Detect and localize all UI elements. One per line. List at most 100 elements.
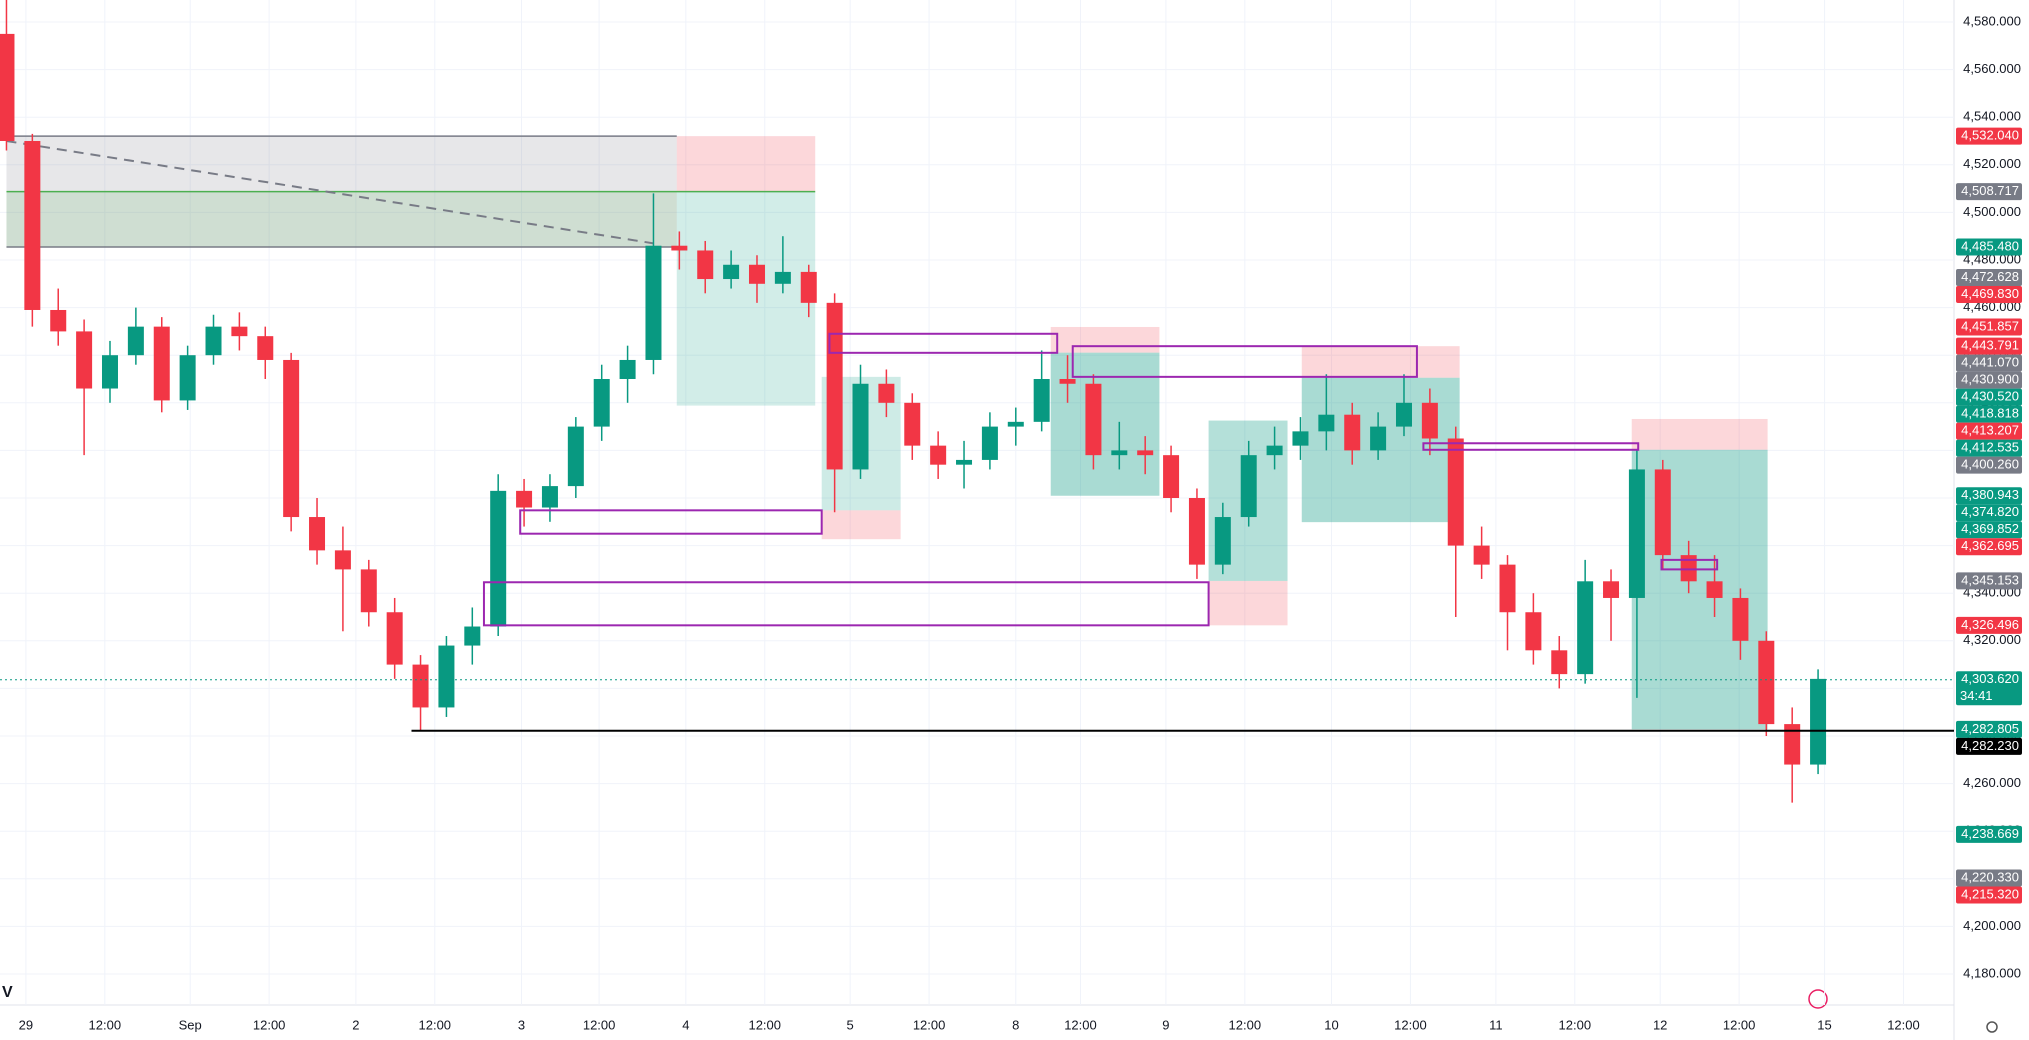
candle-body	[1395, 402, 1412, 427]
candle-body	[24, 141, 41, 310]
candle-body	[1447, 438, 1464, 546]
position-zone	[1301, 346, 1460, 378]
candle-body	[1007, 421, 1024, 427]
overlay	[0, 332, 1954, 732]
grid	[0, 0, 1954, 1005]
x-tick-label: 29	[19, 1017, 33, 1032]
price-label-box	[1956, 487, 2022, 505]
x-tick-label: 12:00	[1394, 1017, 1427, 1032]
countdown-label: 34:41	[1960, 688, 1993, 703]
candle-body	[1732, 597, 1749, 641]
price-label-box	[1956, 504, 2022, 522]
price-label-box	[1956, 737, 2022, 755]
x-tick-label: 15	[1817, 1017, 1831, 1032]
candle-body	[127, 326, 144, 356]
candle-body	[619, 359, 636, 379]
candle-body	[1059, 379, 1076, 384]
candle-body	[464, 626, 481, 646]
candle-body	[1085, 383, 1102, 456]
candle-body	[101, 355, 118, 389]
position-zone	[1631, 418, 1768, 450]
candle-body	[1603, 581, 1620, 598]
price-label: 4,418.818	[1961, 406, 2019, 421]
x-tick-label: 12:00	[419, 1017, 452, 1032]
price-label: 4,374.820	[1961, 504, 2019, 519]
alert-icon[interactable]	[1808, 989, 1828, 1009]
candle-body	[1499, 564, 1516, 613]
price-label: 4,282.230	[1961, 738, 2019, 753]
trend-line	[6, 140, 654, 245]
axes: 4,180.0004,200.0004,220.0004,240.0004,26…	[19, 13, 2022, 1032]
x-tick-label: 11	[1489, 1017, 1503, 1032]
candle-body	[748, 264, 765, 284]
price-label: 4,412.535	[1961, 440, 2019, 455]
price-label: 4,326.496	[1961, 617, 2019, 632]
candle-body	[1525, 612, 1542, 651]
candle-body	[671, 245, 688, 251]
candle-body	[800, 271, 817, 303]
candle-body	[257, 336, 274, 360]
price-label-box	[1956, 456, 2022, 474]
range-box	[828, 332, 1059, 354]
settings-icon[interactable]	[1986, 1021, 1998, 1033]
price-label: 4,430.900	[1961, 372, 2019, 387]
candle-body	[0, 33, 15, 141]
price-label: 4,380.943	[1961, 487, 2019, 502]
price-label: 4,508.717	[1961, 183, 2019, 198]
y-tick-label: 4,520.000	[1963, 156, 2021, 171]
candle-body	[956, 459, 973, 465]
candle-body	[852, 383, 869, 470]
candle-body	[386, 612, 403, 665]
candle-body	[904, 402, 921, 446]
candle-body	[516, 490, 533, 508]
candle-body	[930, 445, 947, 465]
candle-body	[205, 326, 222, 356]
candle-body	[1214, 517, 1231, 565]
price-label-box	[1956, 720, 2022, 738]
price-label-box	[1956, 238, 2022, 256]
position-zone	[6, 191, 677, 247]
candle-body	[1654, 469, 1671, 556]
candle-body	[1473, 545, 1490, 565]
candle-body	[541, 486, 558, 508]
x-tick-label: 12	[1653, 1017, 1667, 1032]
x-tick-label: 12:00	[1064, 1017, 1097, 1032]
y-tick-label: 4,560.000	[1963, 61, 2021, 76]
price-label: 4,532.040	[1961, 128, 2019, 143]
position-zone	[676, 136, 816, 192]
price-label: 4,413.207	[1961, 423, 2019, 438]
position-zone	[676, 191, 816, 406]
price-label: 4,303.620	[1961, 671, 2019, 686]
candle-body	[1344, 414, 1361, 451]
candle-body	[723, 264, 740, 280]
candle-body	[1628, 469, 1645, 598]
price-label-box	[1956, 318, 2022, 336]
candle-body	[645, 245, 662, 360]
position-zone	[1631, 449, 1768, 730]
candle-body	[1292, 431, 1309, 446]
price-label-box	[1956, 405, 2022, 423]
candle-body	[1370, 426, 1387, 451]
range-box	[1071, 345, 1418, 378]
candle-body	[1577, 581, 1594, 675]
x-tick-label: 12:00	[583, 1017, 616, 1032]
x-tick-label: 10	[1324, 1017, 1338, 1032]
candle-body	[1163, 455, 1180, 498]
price-label: 4,282.805	[1961, 721, 2019, 736]
candles	[0, 0, 1827, 803]
candle-body	[360, 569, 377, 613]
y-tick-label: 4,260.000	[1963, 775, 2021, 790]
x-tick-label: 12:00	[1887, 1017, 1920, 1032]
candle-body	[878, 383, 895, 403]
candle-body	[1240, 455, 1257, 518]
position-zone	[1208, 580, 1288, 626]
price-label: 4,238.669	[1961, 826, 2019, 841]
candle-body	[412, 664, 429, 708]
candle-body	[334, 550, 351, 570]
x-tick-label: 4	[682, 1017, 689, 1032]
candle-body	[826, 302, 843, 470]
candle-body	[1810, 678, 1827, 765]
price-label-box	[1956, 439, 2022, 457]
